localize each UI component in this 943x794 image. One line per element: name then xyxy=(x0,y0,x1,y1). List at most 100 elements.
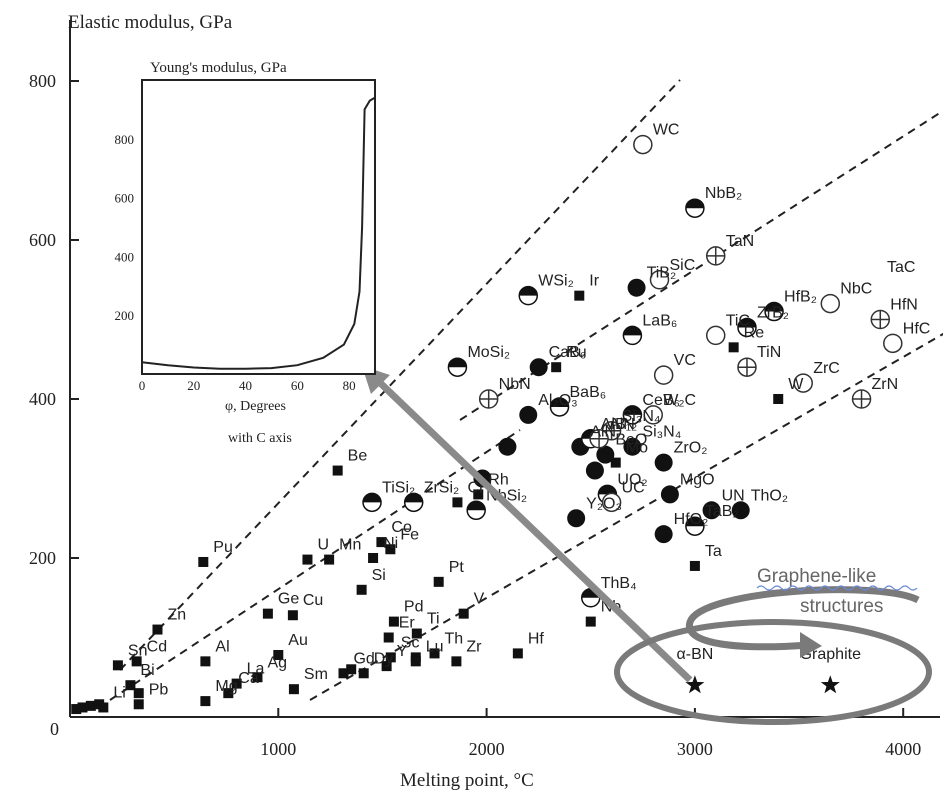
point-label-75: CeB₆ xyxy=(642,392,680,409)
point-label-5: Li xyxy=(113,684,125,701)
graphene-title-1: Graphene-like xyxy=(757,566,876,587)
point-label-77: NbB₂ xyxy=(705,185,742,202)
point-label-20: Cu xyxy=(303,592,323,609)
point-label-64: Y₂O₃ xyxy=(586,495,622,512)
point-square-5 xyxy=(112,660,123,671)
point-label-41: V xyxy=(474,591,485,608)
point-label-25: Co xyxy=(391,519,412,536)
point-label-84: SiC xyxy=(669,257,695,274)
inset-y-tick-label-2: 600 xyxy=(115,191,135,206)
point-square-24 xyxy=(376,537,387,548)
point-label-38: Pt xyxy=(449,559,465,576)
point-star-98 xyxy=(685,675,705,694)
point-open-84 xyxy=(705,325,726,346)
point-square-6 xyxy=(125,680,136,691)
point-open-88 xyxy=(793,373,813,393)
point-square-23 xyxy=(368,553,379,563)
point-square-7 xyxy=(133,688,144,699)
point-square-21 xyxy=(324,554,335,565)
point-square-34 xyxy=(411,628,422,639)
point-label-35: Ti xyxy=(427,611,440,628)
point-label-95: Si₃N₄ xyxy=(622,408,661,425)
point-half-69 xyxy=(362,492,382,513)
point-label-27: Dy xyxy=(374,650,394,667)
point-label-19: Au xyxy=(288,632,308,649)
point-label-40: Zr xyxy=(466,638,482,655)
point-label-68: WSi₂ xyxy=(538,273,574,290)
point-label-14: Pu xyxy=(213,539,233,556)
point-square-20 xyxy=(302,554,313,565)
point-label-62: MgO xyxy=(680,471,715,488)
point-label-26: Fe xyxy=(400,526,419,543)
point-label-30: Sc xyxy=(401,634,420,651)
point-label-6: Sn xyxy=(128,642,148,659)
point-label-45: Hf xyxy=(528,630,545,647)
point-label-78: ZrB₂ xyxy=(757,304,789,321)
point-label-11: Zn xyxy=(167,607,186,624)
point-label-24: Ni xyxy=(383,535,398,552)
point-crossed-97 xyxy=(870,309,891,330)
point-square-47 xyxy=(610,457,621,468)
point-label-91: HfC xyxy=(903,320,931,337)
point-square-22 xyxy=(356,584,367,595)
point-label-9: Cd xyxy=(147,638,167,655)
y-tick-label-0: 200 xyxy=(29,548,56,568)
point-square-14 xyxy=(223,688,234,699)
inset-y-tick-label-1: 400 xyxy=(115,249,135,264)
point-filled-64 xyxy=(731,501,750,520)
point-label-98: HfN xyxy=(890,297,918,314)
point-label-21: U xyxy=(317,537,329,554)
point-open-85 xyxy=(653,365,674,385)
point-label-31: Gd xyxy=(353,650,374,667)
point-label-81: ThB₄ xyxy=(601,575,637,592)
point-square-29 xyxy=(385,652,396,663)
point-label-74: AlB₁₂ xyxy=(601,416,638,433)
point-label-33: Sm xyxy=(304,666,328,683)
point-square-8 xyxy=(131,656,142,667)
point-square-49 xyxy=(689,560,700,571)
point-label-34: Pd xyxy=(404,599,424,616)
point-square-37 xyxy=(433,576,444,587)
inset-x-tick-label-4: 80 xyxy=(343,378,356,393)
x-tick-label-0: 1000 xyxy=(260,739,296,759)
point-square-17 xyxy=(262,608,273,619)
point-label-85: TiC xyxy=(726,312,750,329)
point-square-48 xyxy=(585,616,596,627)
point-square-28 xyxy=(383,632,394,643)
inset-chart: Young's modulus, GPa φ, Degrees with C a… xyxy=(115,60,376,446)
guide-line-upper xyxy=(119,79,681,671)
point-half-70 xyxy=(403,492,424,513)
point-open-86 xyxy=(643,405,663,425)
point-square-16 xyxy=(252,672,263,683)
point-label-60: Si₃N₄ xyxy=(642,424,681,441)
point-label-71: ZrSi₂ xyxy=(424,479,460,496)
point-filled-62 xyxy=(654,525,673,544)
inset-xlabel-2: with C axis xyxy=(228,431,292,446)
point-open-89 xyxy=(820,293,841,314)
point-label-93: TiN xyxy=(757,344,781,361)
point-label-52: W xyxy=(788,376,804,393)
point-square-50 xyxy=(728,342,739,353)
point-square-40 xyxy=(458,608,469,619)
point-label-56: CaB₆ xyxy=(549,344,587,361)
inset-title: Young's modulus, GPa xyxy=(150,60,287,76)
point-square-19 xyxy=(287,610,298,621)
point-label-12: Al xyxy=(215,638,229,655)
point-label-16: La xyxy=(247,661,265,678)
point-crossed-96 xyxy=(478,389,499,409)
point-half-72 xyxy=(549,397,570,417)
x-tick-label-1: 2000 xyxy=(469,739,505,759)
point-half-68 xyxy=(447,357,468,377)
point-label-47: Ru xyxy=(566,344,586,361)
point-filled-53 xyxy=(498,437,517,456)
point-square-44 xyxy=(512,648,523,659)
point-filled-65 xyxy=(702,501,721,520)
main-axes xyxy=(69,20,940,718)
point-filled-55 xyxy=(529,358,548,377)
point-label-69: MoSi₂ xyxy=(467,344,510,361)
point-square-15 xyxy=(231,678,242,689)
point-label-89: ZrC xyxy=(813,360,840,377)
point-filled-54 xyxy=(519,405,538,424)
point-label-59: BeO xyxy=(615,432,647,449)
